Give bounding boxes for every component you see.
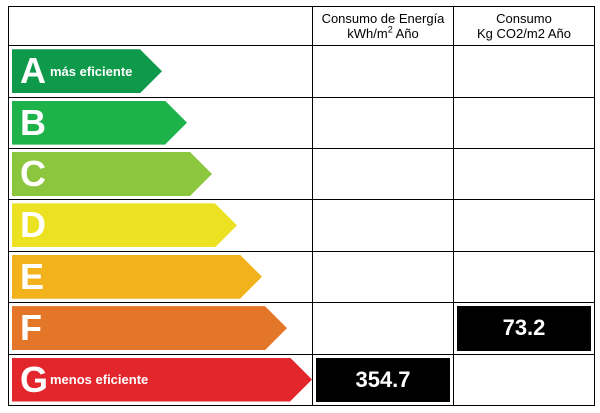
co2-value-cell [453,96,595,150]
header-blank-cell [8,5,313,47]
rating-caption: más eficiente [50,63,133,79]
header-energy-unit-sup: 2 [387,24,393,35]
rating-arrow-cell: D [8,199,313,252]
energy-value-badge: 354.7 [316,357,450,402]
energy-label-table: Consumo de Energía kWh/m2 Año Consumo Kg… [8,5,595,407]
rating-arrow-d: D [12,203,237,248]
rating-letter: F [20,307,42,349]
rating-letter: B [20,101,46,143]
header-energy-line1: Consumo de Energía [321,11,445,27]
energy-value-cell [312,96,454,150]
rating-row-f: F 73.2 [8,302,595,355]
rating-row-c: C [8,148,595,201]
header-co2-consumption: Consumo Kg CO2/m2 Año [453,5,595,47]
energy-value-cell [312,250,454,304]
header-energy-unit: kWh/m [347,26,388,42]
energy-value-cell [312,148,454,201]
co2-value-cell: 73.2 [453,302,595,355]
rating-letter: C [20,153,46,195]
rating-letter: A [20,50,46,92]
rating-row-d: D [8,199,595,252]
co2-value-cell [453,199,595,252]
rating-arrow-cell: E [8,250,313,304]
rating-letter: E [20,255,44,297]
rating-caption: menos eficiente [50,372,149,388]
rating-letter: D [20,204,46,246]
rating-row-b: B [8,96,595,150]
rating-arrow-f: F [12,306,287,351]
header-co2-line1: Consumo [496,11,552,27]
co2-value-badge: 73.2 [457,306,591,351]
rating-letter: G [20,358,48,400]
rating-arrow-cell: F [8,302,313,355]
rating-arrow-c: C [12,152,212,197]
co2-value-cell [453,250,595,304]
header-energy-unit-suffix: Año [392,26,419,42]
energy-value-cell [312,45,454,98]
energy-value-cell [312,199,454,252]
rating-arrow-b: B [12,100,187,145]
co2-value-cell [453,353,595,407]
rating-arrow-e: E [12,254,262,299]
rating-arrow-cell: B [8,96,313,150]
energy-value-cell: 354.7 [312,353,454,407]
header-co2-unit: Kg CO2/m2 Año [477,26,571,42]
co2-value-cell [453,45,595,98]
co2-value-cell [453,148,595,201]
energy-value-cell [312,302,454,355]
rating-row-e: E [8,250,595,304]
header-energy-consumption: Consumo de Energía kWh/m2 Año [312,5,454,47]
rating-arrow-cell: C [8,148,313,201]
